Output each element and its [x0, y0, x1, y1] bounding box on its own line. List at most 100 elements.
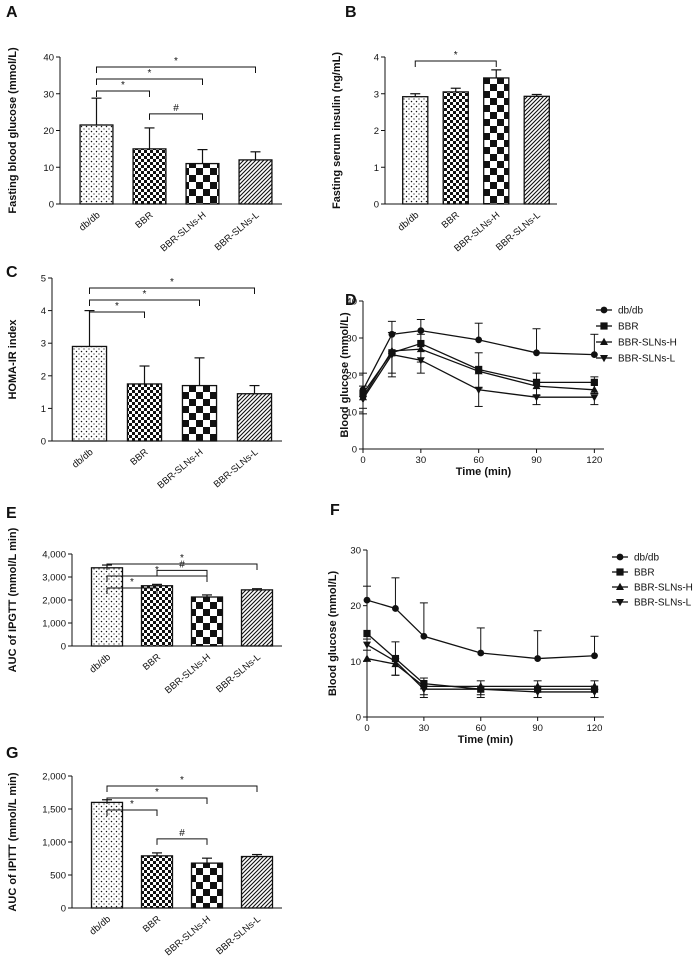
x-axis-label: Time (min) — [458, 734, 514, 746]
bar — [79, 124, 114, 205]
data-point — [391, 658, 400, 666]
data-point — [416, 357, 425, 365]
x-tick-label: db/db — [70, 447, 95, 471]
bar — [240, 855, 274, 909]
y-tick-label: 0 — [41, 437, 46, 448]
bar — [132, 148, 167, 205]
y-tick-label: 4 — [41, 306, 46, 317]
significance-mark: * — [454, 50, 458, 61]
x-tick-label: 0 — [364, 723, 369, 734]
legend-label: BBR — [618, 322, 639, 333]
significance-bracket — [149, 113, 203, 120]
y-tick-label: 2,000 — [42, 772, 66, 783]
x-tick-label: db/db — [88, 652, 113, 676]
panel-label: G — [6, 745, 18, 762]
series-bbr-slns-h — [363, 638, 599, 690]
data-point — [532, 381, 541, 390]
legend-label: BBR-SLNs-L — [618, 354, 676, 365]
panel-e: E 0 1,000 2,000 3,000 4,000 AUC of IPGTT (mmol… — [6, 505, 282, 696]
data-point — [534, 655, 542, 662]
legend-marker — [616, 582, 624, 590]
legend-label: BBR-SLNs-L — [634, 598, 692, 609]
significance-bracket — [156, 569, 208, 577]
y-tick-label: 30 — [350, 546, 361, 557]
y-tick-label: 1,000 — [42, 619, 66, 630]
bar — [181, 384, 218, 442]
y-tick-label: 1 — [374, 163, 379, 174]
bar — [238, 159, 273, 205]
data-point — [416, 344, 425, 353]
bar — [402, 96, 429, 205]
y-axis-label: AUC of IPGTT (mmol/L min) — [7, 527, 19, 672]
legend-marker — [600, 337, 608, 345]
y-tick-label: 2 — [374, 126, 379, 137]
data-point — [476, 686, 485, 694]
x-axis-label: Time (min) — [456, 466, 512, 478]
significance-mark: * — [130, 799, 134, 810]
x-tick-label: 90 — [532, 723, 543, 734]
x-tick-label: BBR-SLNs-L — [214, 652, 263, 695]
data-point — [363, 641, 371, 649]
data-point — [474, 386, 483, 394]
y-tick-label: 5 — [41, 274, 46, 285]
bar — [236, 393, 273, 442]
panel-a: A 0 10 20 30 40 Fasting blood glucose (mmol/L)… — [6, 4, 282, 254]
data-point — [533, 688, 542, 697]
data-point — [363, 596, 371, 604]
y-tick-label: 30 — [43, 89, 54, 100]
y-tick-label: 1 — [41, 404, 46, 415]
y-tick-label: 0 — [61, 904, 66, 915]
significance-mark: * — [130, 577, 134, 588]
y-tick-label: 20 — [346, 371, 357, 382]
panel-b: B 0 1 2 3 4 Fasting serum insulin (ng/mL) db/db… — [331, 4, 557, 254]
data-point — [417, 327, 425, 334]
data-point — [363, 629, 371, 638]
legend-marker — [600, 355, 608, 363]
panel-label: D — [345, 292, 357, 309]
x-tick-label: BBR-SLNs-L — [213, 210, 262, 253]
x-tick-label: 90 — [531, 455, 542, 466]
series-line — [362, 348, 595, 398]
y-tick-label: 20 — [350, 601, 361, 612]
x-tick-label: BBR-SLNs-L — [494, 210, 543, 253]
series-db-db — [363, 577, 599, 662]
significance-mark: * — [115, 301, 119, 312]
x-tick-label: BBR-SLNs-L — [214, 914, 263, 957]
x-tick-label: 30 — [419, 723, 430, 734]
bar — [71, 345, 108, 442]
legend-label: BBR-SLNs-H — [618, 338, 677, 349]
significance-mark: * — [121, 80, 125, 91]
data-point — [590, 351, 598, 359]
y-tick-label: 0 — [374, 200, 379, 211]
significance-bracket — [156, 838, 208, 845]
panel-d: D 0 10 20 30 40 0 30 60 90 120 Time (min) Blood gluc… — [339, 292, 677, 478]
data-point — [475, 336, 483, 344]
bar — [140, 855, 174, 909]
x-tick-label: 120 — [587, 723, 603, 734]
y-tick-label: 1,500 — [42, 805, 66, 816]
significance-bracket — [106, 797, 208, 804]
significance-mark: * — [170, 277, 174, 288]
series-line — [362, 329, 595, 391]
x-tick-label: BBR — [141, 652, 163, 673]
x-tick-label: BBR-SLNs-H — [155, 447, 205, 491]
x-tick-label: BBR-SLNs-H — [163, 652, 213, 696]
y-tick-label: 4,000 — [42, 550, 66, 561]
y-tick-label: 4 — [374, 53, 379, 64]
x-tick-label: db/db — [77, 210, 102, 234]
y-tick-label: 40 — [346, 297, 357, 308]
legend-label: BBR-SLNs-H — [634, 583, 693, 594]
x-tick-label: BBR-SLNs-H — [163, 914, 213, 958]
bar — [483, 77, 510, 205]
panel-label: A — [6, 4, 18, 21]
y-tick-label: 500 — [50, 871, 66, 882]
data-point — [387, 351, 396, 359]
x-tick-label: BBR — [133, 210, 155, 231]
x-tick-label: BBR-SLNs-L — [212, 447, 261, 490]
data-point — [590, 688, 599, 697]
panel-g: G 0 500 1,000 1,500 2,000 AUC of IPITT (mmol/L… — [6, 745, 282, 958]
y-tick-label: 0 — [352, 445, 357, 456]
significance-mark: * — [174, 56, 178, 67]
legend-marker — [600, 306, 608, 314]
